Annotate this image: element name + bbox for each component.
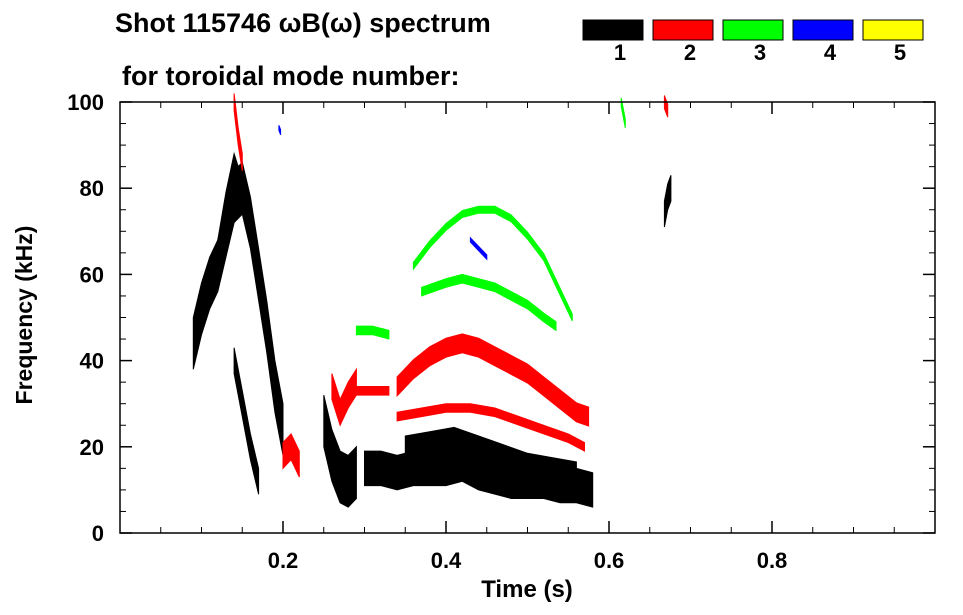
mode-2-region-10 (355, 386, 390, 396)
x-tick-label: 0.6 (594, 548, 625, 573)
mode-1-region-5 (404, 426, 577, 484)
mode-2-region-12 (396, 403, 585, 452)
legend-label-3: 3 (754, 40, 766, 65)
y-tick-label: 100 (67, 90, 104, 115)
legend-label-1: 1 (614, 40, 626, 65)
mode-3-region-14 (412, 205, 573, 322)
legend-swatch-4 (792, 19, 854, 41)
legend-swatch-5 (862, 19, 924, 41)
mode-1-region-4 (364, 446, 594, 508)
data-layer (192, 93, 672, 508)
mode-1-region-0 (192, 161, 284, 456)
mode-1-region-2 (233, 347, 260, 495)
y-tick-label: 0 (92, 521, 104, 546)
mode-1-region-1 (217, 151, 243, 275)
x-tick-label: 0.4 (431, 548, 462, 573)
y-tick-label: 60 (80, 262, 104, 287)
x-tick-label: 0.8 (757, 548, 788, 573)
y-axis: 0 20 40 60 80 100 (67, 90, 935, 546)
mode-4-region-19 (278, 125, 282, 135)
y-axis-label: Frequency (kHz) (11, 226, 37, 405)
mode-3-region-16 (355, 325, 390, 340)
legend-swatch-3 (722, 19, 784, 41)
mode-1-region-3 (323, 394, 357, 508)
legend-label-5: 5 (894, 40, 906, 65)
mode-1-region-6 (663, 175, 672, 228)
mode-2-region-11 (396, 333, 590, 427)
x-axis: 0.2 0.4 0.6 0.8 (160, 102, 895, 573)
chart-title-line1: Shot 115746 ωB(ω) spectrum (115, 8, 491, 38)
y-tick-label: 80 (80, 176, 104, 201)
x-axis-label: Time (s) (481, 576, 573, 603)
legend-swatch-2 (652, 19, 714, 41)
x-tick-label: 0.2 (268, 548, 299, 573)
legend-label-2: 2 (684, 40, 696, 65)
legend-swatch-1 (582, 19, 644, 41)
mode-3-region-15 (421, 273, 557, 332)
mode-2-region-8 (282, 433, 300, 478)
mode-2-region-7 (233, 93, 243, 172)
mode-4-region-18 (469, 236, 488, 261)
chart-title-line2: for toroidal mode number: (122, 61, 460, 91)
mode-3-region-17 (620, 97, 626, 128)
legend: 1 2 3 4 5 (582, 19, 924, 65)
y-tick-label: 40 (80, 349, 104, 374)
mode-2-region-9 (331, 367, 357, 427)
y-tick-label: 20 (80, 435, 104, 460)
legend-label-4: 4 (824, 40, 837, 65)
mode-2-region-13 (663, 95, 669, 118)
